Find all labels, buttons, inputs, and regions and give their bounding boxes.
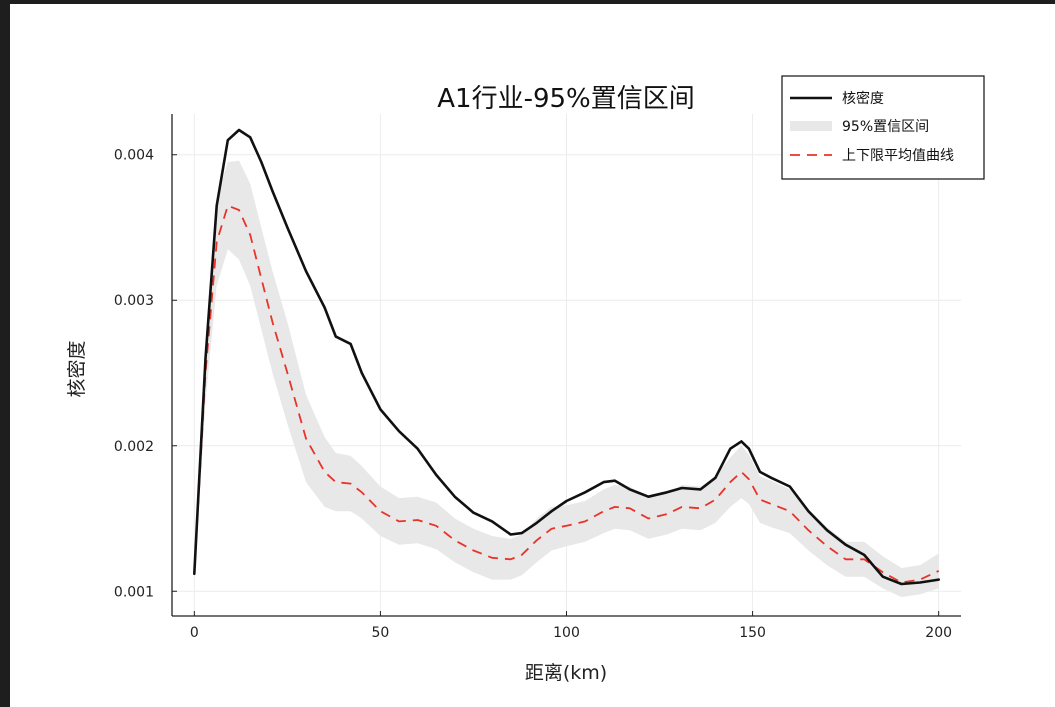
axes	[171, 114, 961, 617]
x-tick-label-0: 0	[190, 625, 199, 641]
tick-labels: 0 50 100 150 200 0.001 0.002 0.003 0.004	[114, 148, 952, 641]
legend: 核密度 95%置信区间 上下限平均值曲线	[781, 75, 985, 180]
series-line-density	[193, 128, 941, 586]
chart-canvas: 0 50 100 150 200 0.001 0.002 0.003 0.004 A1行业-95…	[10, 4, 1055, 707]
chart-title: A1行业-95%置信区间	[437, 84, 695, 114]
series-line-mean	[193, 204, 940, 584]
confidence-band	[194, 160, 939, 598]
legend-label-density: 核密度	[842, 90, 884, 107]
legend-label-band: 95%置信区间	[842, 119, 929, 135]
x-tick-label-2: 100	[553, 625, 580, 641]
y-tick-label-1: 0.002	[114, 439, 154, 455]
kernel-density-chart: 0 50 100 150 200 0.001 0.002 0.003 0.004 A1行业-95…	[66, 75, 985, 684]
x-tick-label-4: 200	[925, 625, 952, 641]
confidence-band-layer	[194, 160, 939, 598]
x-tick-label-3: 150	[739, 625, 766, 641]
legend-label-mean: 上下限平均值曲线	[842, 148, 954, 164]
y-axis-label: 核密度	[66, 340, 88, 397]
series-lines	[193, 128, 941, 586]
x-axis-label: 距离(km)	[525, 662, 607, 684]
y-tick-label-2: 0.003	[114, 293, 154, 309]
y-tick-label-3: 0.004	[114, 148, 154, 164]
legend-swatch-band	[790, 121, 832, 131]
x-tick-label-1: 50	[372, 625, 390, 641]
y-tick-label-0: 0.001	[114, 584, 154, 600]
